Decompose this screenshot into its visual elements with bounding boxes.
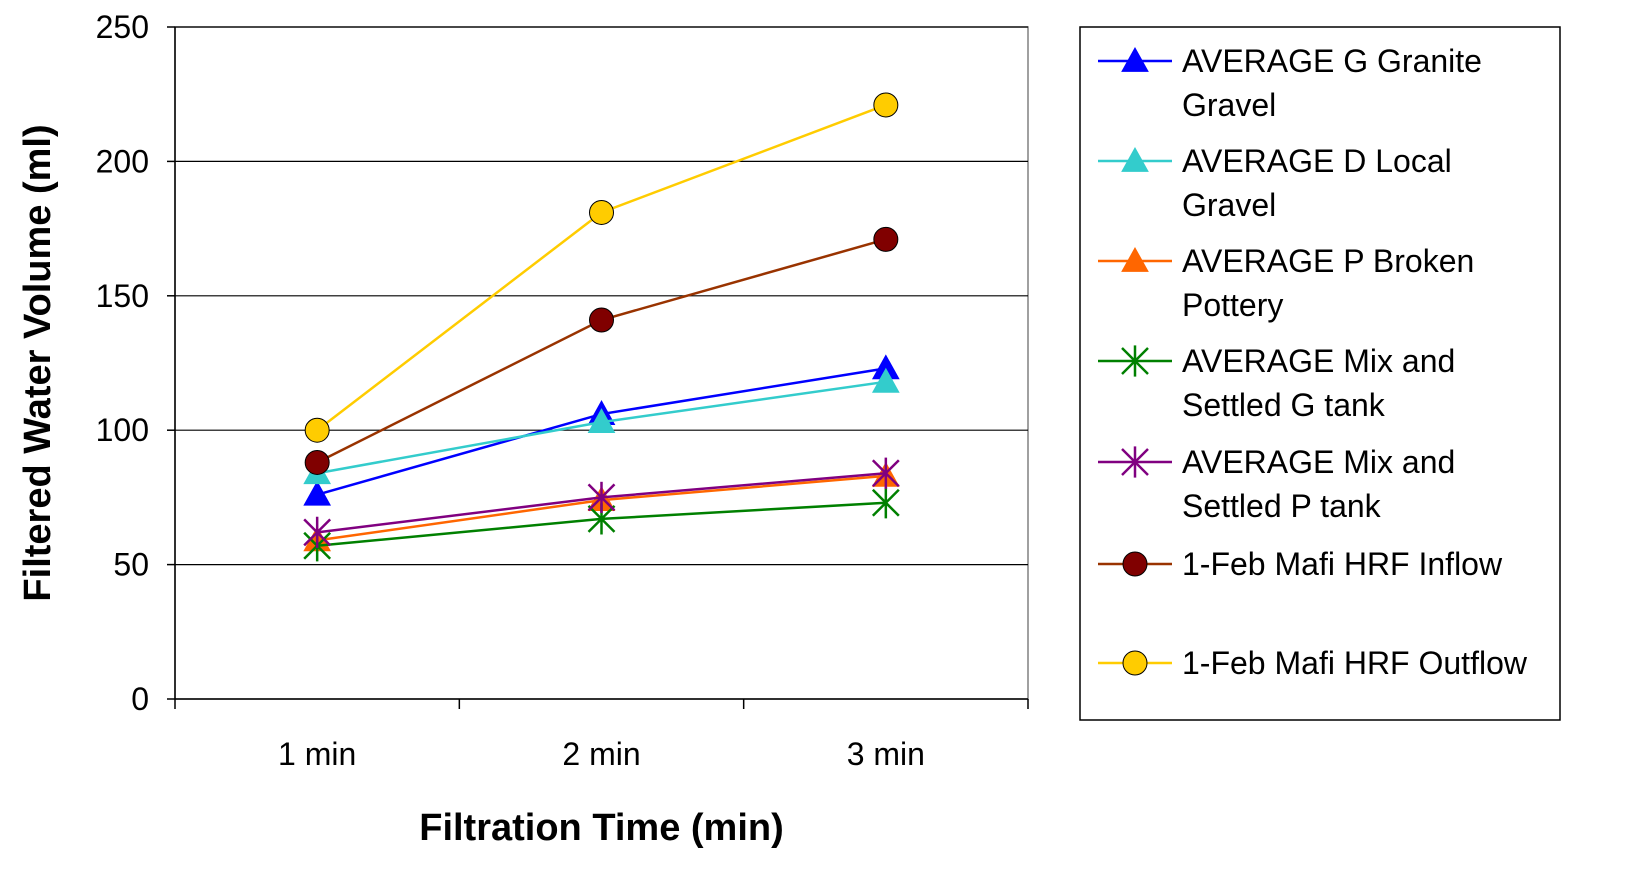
data-point [304, 449, 330, 475]
axes [167, 26, 1029, 709]
legend-item: AVERAGE P Broken Pottery [1098, 243, 1474, 323]
legend-label: AVERAGE Mix and [1182, 444, 1455, 480]
y-tick-label: 150 [96, 278, 149, 314]
legend-label: Pottery [1182, 287, 1283, 323]
legend-item: AVERAGE Mix and Settled G tank [1098, 343, 1455, 423]
legend-label: AVERAGE D Local [1182, 143, 1452, 179]
x-tick-label: 2 min [562, 736, 640, 772]
data-point [871, 457, 900, 489]
legend-label: Gravel [1182, 87, 1276, 123]
legend-item: AVERAGE G Granite Gravel [1098, 43, 1482, 123]
legend-marker [1121, 246, 1149, 272]
x-tick-label: 1 min [278, 736, 356, 772]
data-point [589, 199, 614, 225]
plot-area [174, 26, 1029, 700]
x-axis-title: Filtration Time (min) [419, 807, 784, 849]
y-tick-label: 100 [96, 412, 149, 448]
legend-item: AVERAGE Mix and Settled P tank [1098, 444, 1455, 524]
y-tick-label: 250 [96, 9, 149, 45]
data-point [873, 226, 899, 252]
y-tick-label: 0 [131, 681, 149, 717]
legend-marker [1122, 650, 1148, 676]
legend-marker [1121, 446, 1149, 478]
legend-marker [1122, 551, 1148, 577]
legend-item: AVERAGE D Local Gravel [1098, 143, 1452, 223]
legend-label: 1-Feb Mafi HRF Inflow [1182, 546, 1503, 582]
series-6 [304, 226, 899, 475]
data-point [587, 481, 616, 513]
legend-label: AVERAGE G Granite [1182, 43, 1482, 79]
y-axis-title: Filtered Water Volume (ml) [17, 124, 59, 601]
legend-item: 1-Feb Mafi HRF Outflow [1098, 645, 1528, 681]
plot-border [174, 26, 1029, 700]
y-tick-labels: 0 50 100 150 200 250 [96, 9, 149, 717]
legend-label: Settled G tank [1182, 387, 1386, 423]
legend-label: Settled P tank [1182, 488, 1382, 524]
data-point [587, 408, 616, 434]
data-point [303, 516, 332, 548]
series-2 [303, 367, 900, 485]
series-layer [303, 92, 900, 562]
x-tick-labels: 1 min 2 min 3 min [278, 736, 925, 772]
series-5 [303, 457, 900, 548]
y-tick-label: 50 [113, 547, 149, 583]
series-7 [304, 92, 899, 443]
data-point [303, 480, 332, 506]
y-tick-label: 200 [96, 143, 149, 179]
x-tick-label: 3 min [847, 736, 925, 772]
data-point [871, 487, 900, 519]
data-point [873, 92, 899, 118]
legend-label: AVERAGE Mix and [1182, 343, 1455, 379]
data-point [589, 307, 614, 333]
legend-marker [1121, 46, 1149, 72]
legend: AVERAGE G Granite Gravel AVERAGE D Local Gr… [1079, 26, 1561, 721]
legend-label: AVERAGE P Broken [1182, 243, 1474, 279]
legend-marker [1121, 345, 1149, 377]
legend-item: 1-Feb Mafi HRF Inflow [1098, 546, 1503, 582]
data-point [871, 367, 900, 393]
legend-box [1079, 26, 1561, 721]
legend-label: 1-Feb Mafi HRF Outflow [1182, 645, 1528, 681]
legend-label: Gravel [1182, 187, 1276, 223]
legend-marker [1121, 146, 1149, 172]
data-point [304, 417, 330, 443]
